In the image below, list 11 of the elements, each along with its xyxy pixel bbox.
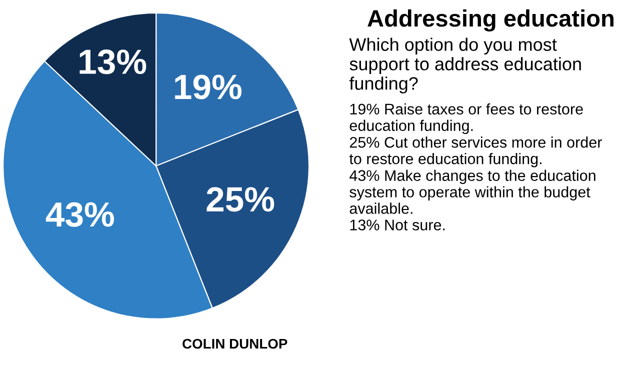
text: Addressing education (368, 9, 614, 32)
text: 19% Raise taxes or fees to restore education funding. (350, 103, 583, 134)
text: COLIN DUNLOP (182, 338, 288, 349)
data-label: 19% (175, 74, 242, 100)
text: 25% Cut other services more in order to restore education funding. (349, 136, 602, 168)
text: 13% Not sure. (350, 220, 445, 230)
data-label: 13% (80, 50, 146, 74)
text: Which option do you most support to address education funding? (349, 38, 581, 94)
data-label: 43% (46, 202, 114, 227)
data-label: 25% (206, 187, 274, 212)
text: 43% Make changes to the education system to operate within the budget available. (350, 170, 596, 214)
